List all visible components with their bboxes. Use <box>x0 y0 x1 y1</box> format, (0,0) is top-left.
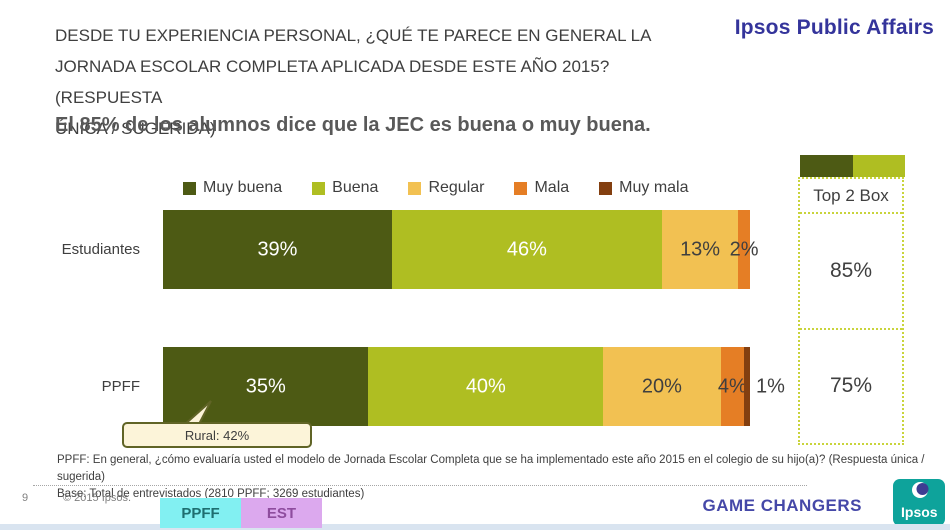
legend-swatch-icon <box>514 181 528 195</box>
legend-item-buena: Buena <box>312 179 378 197</box>
legend-swatch-icon <box>408 181 422 195</box>
footnotes: PPFF: En general, ¿cómo evaluaría usted … <box>57 452 950 503</box>
bar-segment-mala: 2% <box>730 210 759 289</box>
legend-label: Regular <box>428 179 485 196</box>
page-number: 9 <box>22 492 29 504</box>
bar-segment-value: 20% <box>641 375 682 397</box>
ipsos-logo: Ipsos <box>893 479 945 530</box>
legend-swatch-icon <box>183 181 196 195</box>
top2box-swatch-muy-buena <box>800 155 853 177</box>
top2box-value-ppff: 75% <box>829 374 873 398</box>
footnote-question: PPFF: En general, ¿cómo evaluaría usted … <box>57 454 925 483</box>
top2box-swatch-buena <box>852 155 905 177</box>
bar-segment-value: 1% <box>755 375 785 397</box>
legend-item-regular: Regular <box>408 179 484 197</box>
legend-label: Muy mala <box>619 179 689 196</box>
key-finding-subtitle: El 85% de los alumnos dice que la JEC es… <box>55 114 651 136</box>
legend-item-muy-buena: Muy buena <box>183 179 282 197</box>
bar-segment-value: 35% <box>245 375 286 397</box>
chart-legend: Muy buena Buena Regular Mala Muy mala <box>183 179 689 197</box>
top2box-panel: Top 2 Box 85% 75% <box>798 177 904 445</box>
legend-label: Buena <box>332 179 379 196</box>
question-title-line1: DESDE TU EXPERIENCIA PERSONAL, ¿QUÉ TE P… <box>55 26 652 45</box>
bar-segment-value: 4% <box>717 375 747 397</box>
legend-swatch-icon <box>599 181 613 195</box>
top2box-value-estudiantes: 85% <box>800 214 902 330</box>
bar-segment-value: 2% <box>729 238 759 260</box>
question-title: DESDE TU EXPERIENCIA PERSONAL, ¿QUÉ TE P… <box>55 20 715 144</box>
footnote-base: Base: Total de entrevistados (2810 PPFF;… <box>57 488 365 500</box>
rural-callout: Rural: 42% <box>122 422 312 448</box>
legend-item-muy-mala: Muy mala <box>599 179 689 197</box>
bar-segment-regular: 13% <box>661 210 739 289</box>
tab-ppff[interactable]: PPFF <box>160 498 241 528</box>
bar-segment-value: 40% <box>465 375 506 397</box>
top2box-header: Top 2 Box <box>800 179 902 214</box>
bar-segment-muy-mala: 1% <box>744 347 785 426</box>
question-title-line2: JORNADA ESCOLAR COMPLETA APLICADA DESDE … <box>55 57 610 107</box>
bar-segment-regular: 20% <box>603 347 721 426</box>
footer-divider <box>33 485 807 486</box>
copyright-text: © 2015 Ipsos. <box>63 492 132 504</box>
legend-swatch-icon <box>312 181 326 195</box>
bar-segment-buena: 40% <box>368 347 604 426</box>
question-title-line3: ÚNICA / SUGERIDA) <box>55 119 216 138</box>
game-changers-slogan: GAME CHANGERS <box>702 496 862 515</box>
category-label-ppff: PPFF <box>101 378 140 395</box>
bar-segment-value: 13% <box>680 238 721 260</box>
ipsos-logo-icon: Ipsos <box>893 479 945 526</box>
category-label-estudiantes: Estudiantes <box>61 241 140 258</box>
bar-segment-muy-buena: 39% <box>163 210 392 289</box>
legend-label: Mala <box>534 179 570 196</box>
legend-item-mala: Mala <box>514 179 569 197</box>
top2box-color-swatch <box>800 155 905 177</box>
stacked-bar-ppff: 35% 40% 20% 4% 1% <box>163 347 785 426</box>
ipsos-public-affairs-logo: Ipsos Public Affairs <box>734 16 934 39</box>
svg-text:Ipsos: Ipsos <box>901 504 938 520</box>
audience-tabs: PPFF EST <box>160 498 322 528</box>
bar-segment-value: 39% <box>257 238 298 260</box>
tab-est[interactable]: EST <box>241 498 322 528</box>
bar-segment-value: 46% <box>506 238 547 260</box>
stacked-bar-estudiantes: 39% 46% 13% 2% <box>163 210 759 289</box>
bar-segment-buena: 46% <box>391 210 662 289</box>
bar-segment-mala: 4% <box>717 347 747 426</box>
legend-label: Muy buena <box>203 179 283 196</box>
bottom-accent-strip <box>0 524 950 530</box>
